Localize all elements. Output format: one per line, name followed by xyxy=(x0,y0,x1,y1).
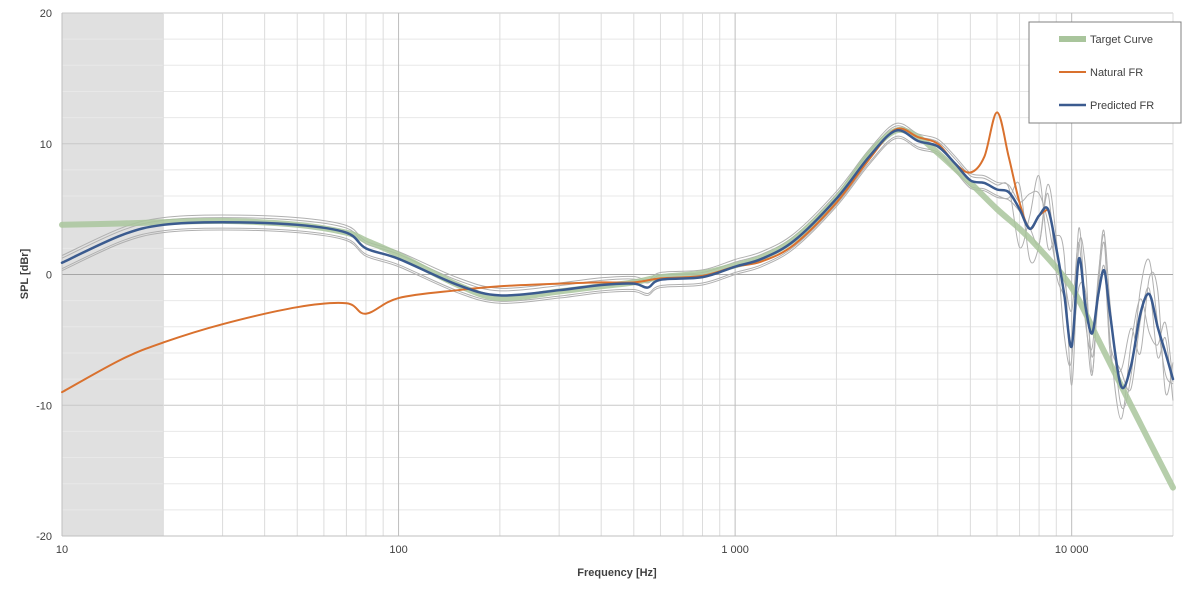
x-tick-label: 10 xyxy=(56,544,68,556)
legend-label-natural-fr: Natural FR xyxy=(1090,67,1143,79)
individual-measurement-line xyxy=(61,125,1174,396)
individual-measurement-line xyxy=(61,122,1174,409)
y-tick-label: 10 xyxy=(40,139,52,151)
y-tick-label: -20 xyxy=(36,531,52,543)
x-tick-label: 1 000 xyxy=(721,544,749,556)
y-axis-title: SPL [dBr] xyxy=(19,248,31,299)
legend: Target Curve Natural FR Predicted FR xyxy=(1028,21,1182,124)
x-tick-label: 10 000 xyxy=(1055,544,1089,556)
x-tick-label: 100 xyxy=(389,544,407,556)
x-axis-title: Frequency [Hz] xyxy=(577,567,657,579)
legend-label-target-curve: Target Curve xyxy=(1090,34,1153,46)
legend-label-predicted-fr: Predicted FR xyxy=(1090,100,1154,112)
series-line-predicted-fr xyxy=(60,129,1175,390)
y-tick-label: -10 xyxy=(36,400,52,412)
y-tick-label: 0 xyxy=(46,270,52,282)
legend-box xyxy=(1028,21,1182,124)
y-tick-label: 20 xyxy=(40,8,52,20)
